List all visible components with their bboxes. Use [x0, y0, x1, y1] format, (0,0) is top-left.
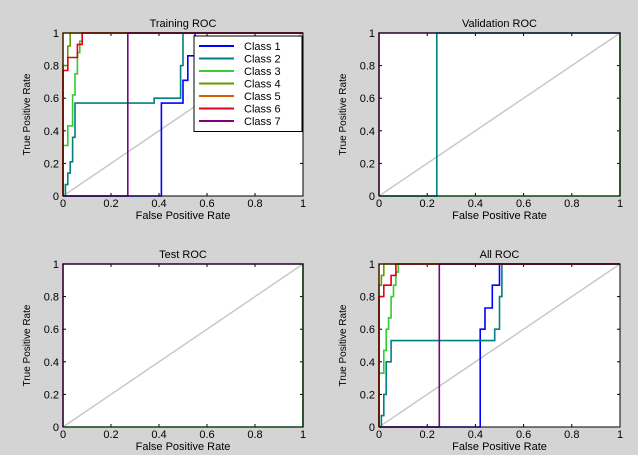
x-tick-label: 0.6 — [199, 198, 214, 210]
x-tick-label: 0.8 — [564, 198, 579, 210]
y-tick-label: 0.2 — [360, 389, 375, 401]
legend-label: Class 4 — [244, 79, 281, 91]
legend-label: Class 2 — [244, 54, 281, 66]
roc-panel-2: Validation ROC False Positive Rate True Po… — [338, 18, 623, 222]
x-tick-label: 0.8 — [564, 429, 579, 441]
y-tick-label: 0.8 — [360, 61, 375, 73]
x-tick-label: 1 — [617, 429, 623, 441]
legend-label: Class 3 — [244, 66, 281, 78]
roc-curve-class-2 — [379, 263, 620, 428]
y-tick-label: 0.8 — [44, 61, 59, 73]
roc-curve-class-1 — [379, 263, 620, 428]
x-tick-label: 0.8 — [247, 198, 262, 210]
y-tick-label: 0.6 — [44, 324, 59, 336]
x-tick-label: 0.4 — [468, 198, 483, 210]
x-tick-label: 0.6 — [199, 429, 214, 441]
chance-diagonal-line — [62, 263, 304, 428]
y-tick-label: 0.6 — [360, 93, 375, 105]
x-tick-label: 0.6 — [516, 198, 531, 210]
y-axis-label: True Positive Rate — [338, 304, 349, 386]
y-tick-label: 1 — [53, 259, 59, 271]
y-tick-label: 0.4 — [44, 357, 59, 369]
y-tick-label: 0.6 — [360, 324, 375, 336]
y-tick-label: 0 — [53, 422, 59, 434]
x-tick-label: 0.4 — [468, 429, 483, 441]
x-tick-label: 0.4 — [151, 429, 166, 441]
x-tick-label: 0.2 — [103, 429, 118, 441]
y-tick-label: 0 — [53, 191, 59, 203]
axes-frame — [378, 32, 621, 197]
y-tick-label: 0 — [369, 191, 375, 203]
x-tick-label: 0.6 — [516, 429, 531, 441]
y-tick-label: 1 — [369, 259, 375, 271]
chance-diagonal-line — [378, 32, 621, 197]
axes-frame — [378, 263, 621, 428]
roc-curve-class-6 — [378, 263, 620, 427]
y-tick-label: 0.2 — [44, 389, 59, 401]
y-tick-label: 0.8 — [44, 292, 59, 304]
roc-curve-class-6 — [62, 32, 303, 196]
y-tick-label: 0.4 — [360, 357, 375, 369]
roc-panel-3: Test ROC False Positive Rate True Positive… — [22, 249, 306, 453]
x-tick-label: 0 — [60, 429, 66, 441]
x-tick-label: 0.2 — [420, 429, 435, 441]
y-tick-label: 0.4 — [44, 126, 59, 138]
chance-diagonal-line — [378, 263, 621, 428]
axes-frame — [62, 32, 304, 197]
y-tick-label: 1 — [53, 28, 59, 40]
x-tick-label: 0.2 — [103, 198, 118, 210]
y-tick-label: 1 — [369, 28, 375, 40]
y-axis-label: True Positive Rate — [338, 73, 349, 155]
roc-panel-1: Training ROC False Positive Rate True Posi… — [22, 18, 306, 222]
x-tick-label: 0.4 — [151, 198, 166, 210]
y-axis-label: True Positive Rate — [22, 304, 33, 386]
y-tick-label: 0.8 — [360, 292, 375, 304]
x-axis-label: False Positive Rate — [452, 210, 547, 222]
y-tick-label: 0.2 — [44, 158, 59, 170]
legend-label: Class 5 — [244, 91, 281, 103]
roc-curve-class-2 — [63, 32, 303, 197]
x-tick-label: 0 — [60, 198, 66, 210]
legend-label: Class 7 — [244, 116, 281, 128]
x-tick-label: 1 — [300, 198, 306, 210]
y-axis-label: True Positive Rate — [22, 73, 33, 155]
x-tick-label: 1 — [617, 198, 623, 210]
chart-title: Validation ROC — [462, 18, 537, 30]
y-tick-label: 0.2 — [360, 158, 375, 170]
x-tick-label: 0 — [376, 198, 382, 210]
x-tick-label: 0.2 — [420, 198, 435, 210]
x-axis-label: False Positive Rate — [136, 441, 231, 450]
x-axis-label: False Positive Rate — [452, 441, 547, 450]
chart-title: All ROC — [480, 249, 520, 261]
x-tick-label: 0.8 — [247, 429, 262, 441]
y-tick-label: 0 — [369, 422, 375, 434]
chart-title: Training ROC — [150, 18, 217, 30]
legend-label: Class 6 — [244, 104, 281, 116]
x-tick-label: 1 — [300, 429, 306, 441]
legend-label: Class 1 — [244, 41, 281, 53]
x-axis-label: False Positive Rate — [136, 210, 231, 222]
y-tick-label: 0.6 — [44, 93, 59, 105]
x-tick-label: 0 — [376, 429, 382, 441]
axes-frame — [62, 263, 304, 428]
roc-panel-4: All ROC False Positive Rate True Positive … — [338, 249, 623, 453]
y-tick-label: 0.4 — [360, 126, 375, 138]
chart-title: Test ROC — [159, 249, 207, 261]
